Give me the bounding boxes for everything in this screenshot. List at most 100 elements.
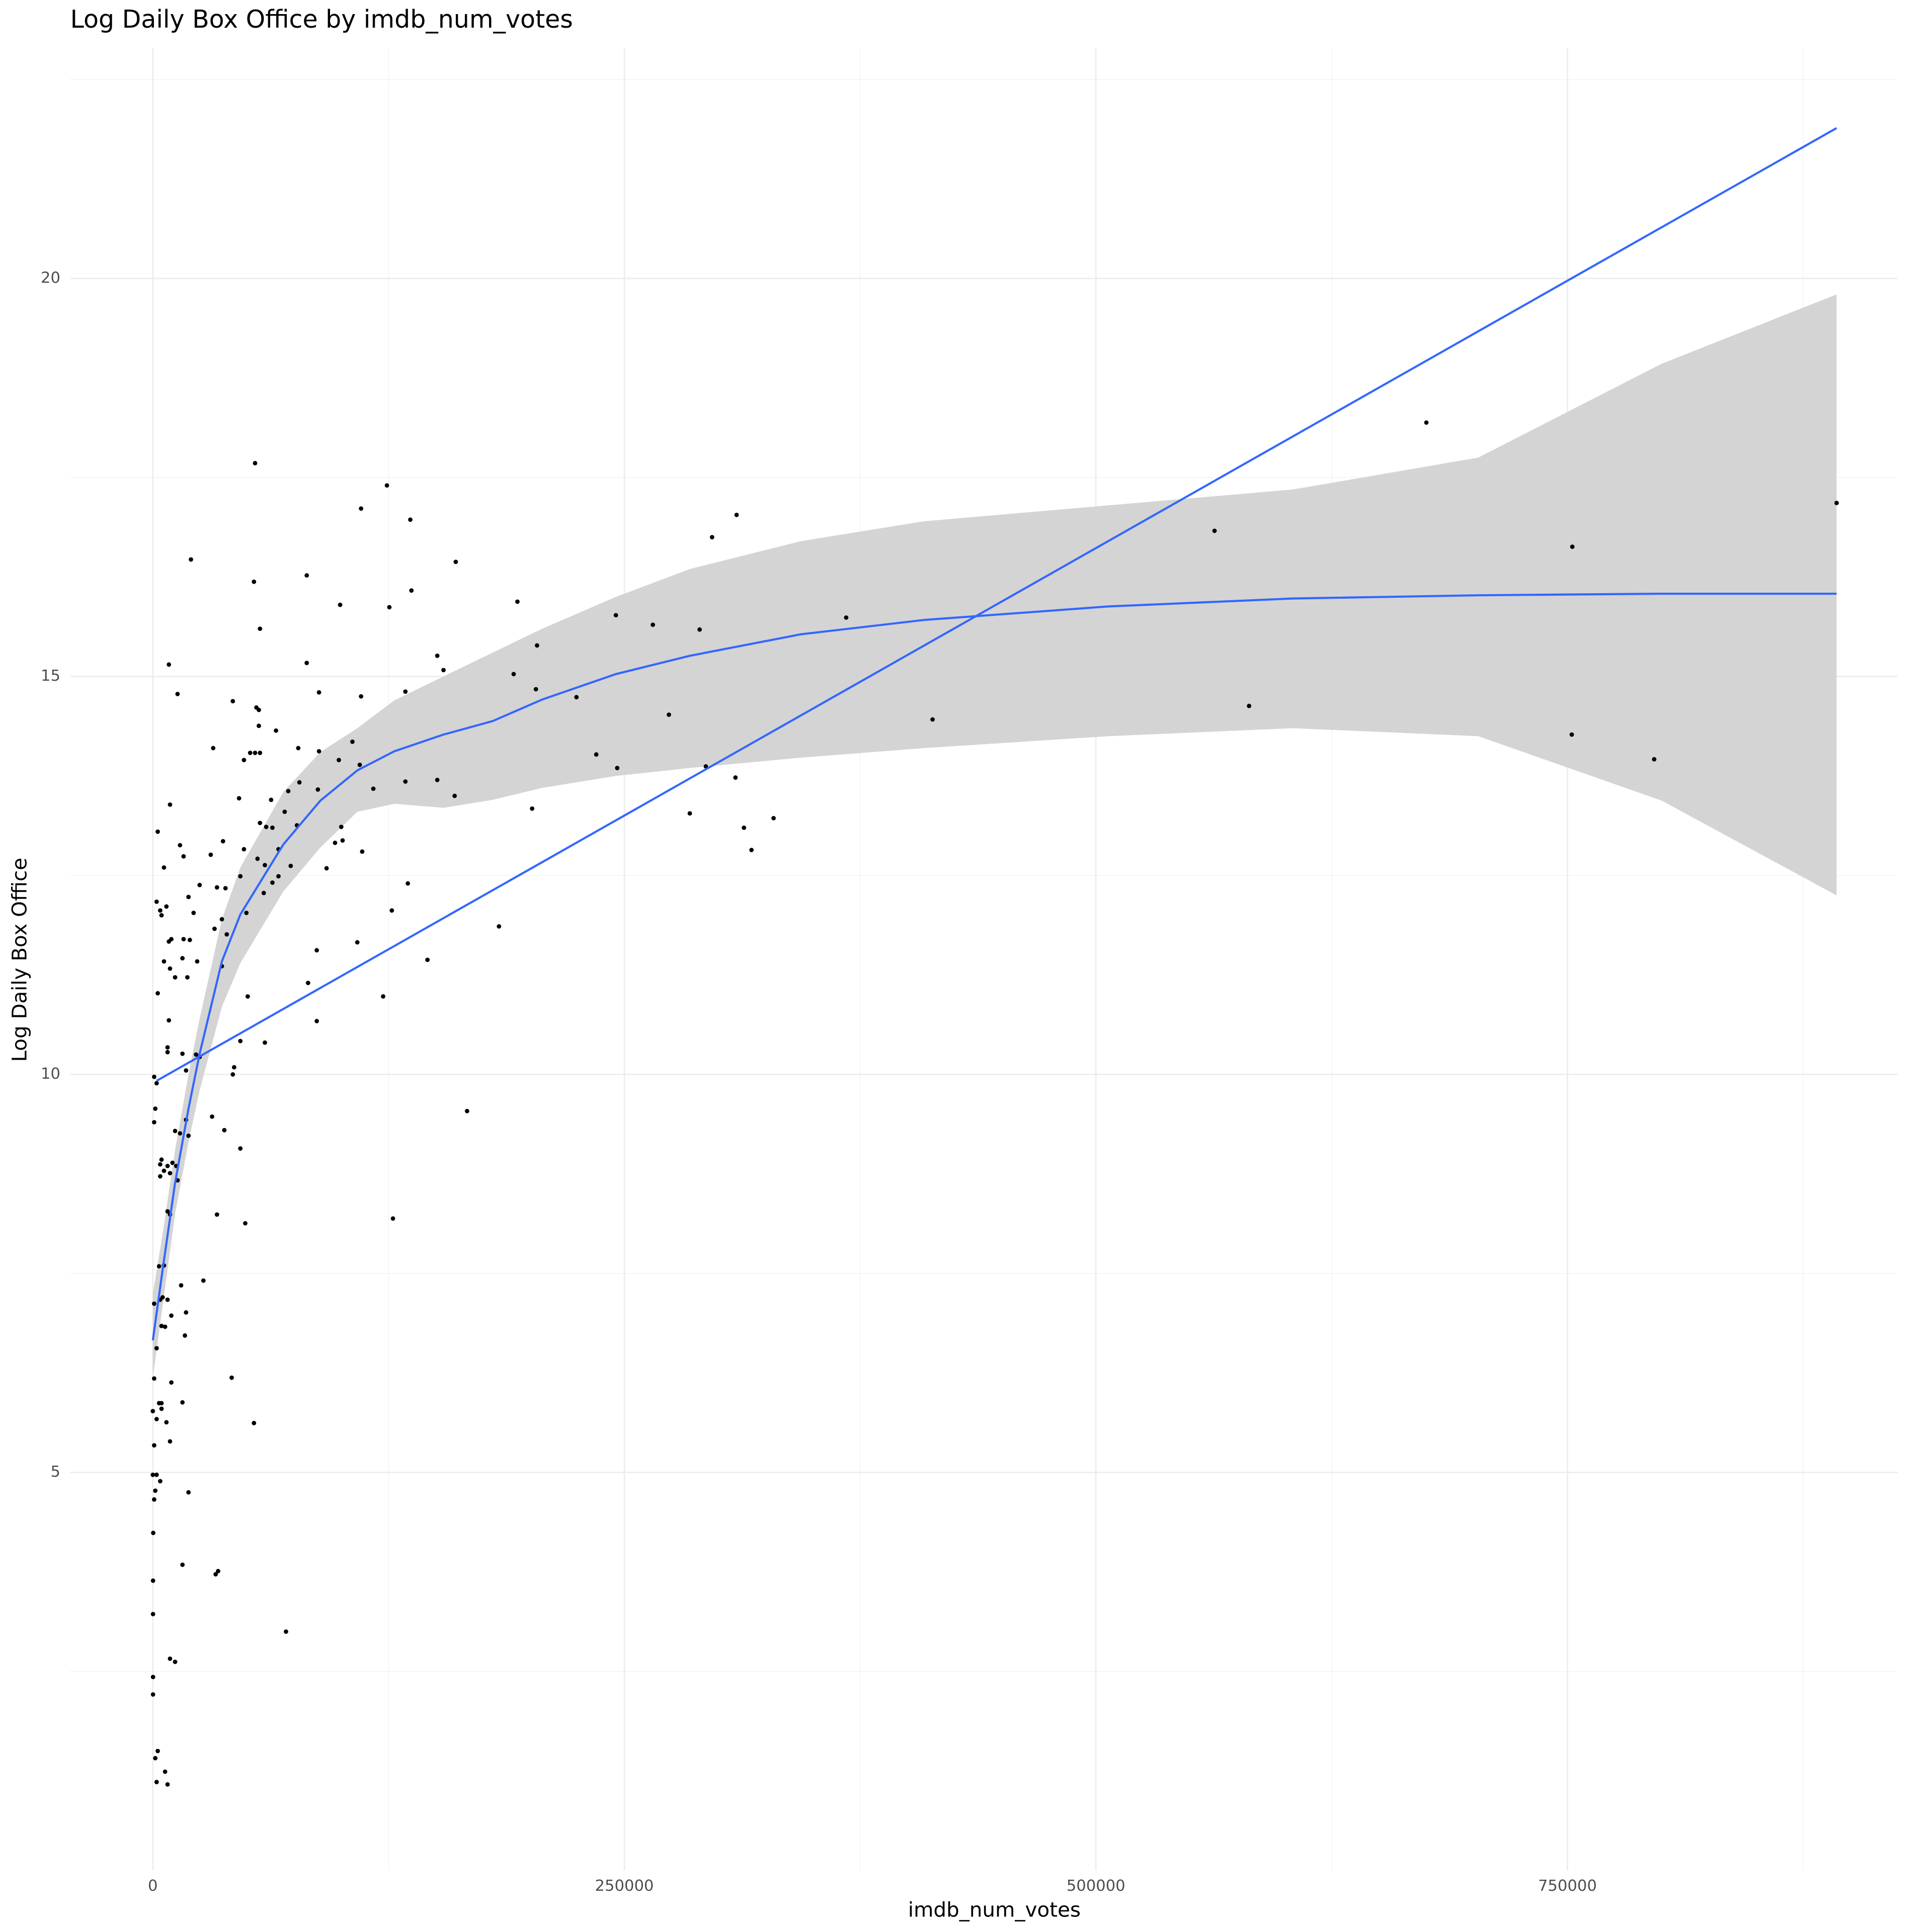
point — [1570, 544, 1575, 549]
point — [169, 1313, 174, 1318]
point — [159, 1157, 164, 1162]
point — [169, 1380, 174, 1385]
point — [1569, 732, 1574, 737]
point — [771, 816, 776, 821]
point — [158, 908, 163, 913]
point — [389, 908, 394, 913]
point — [359, 506, 364, 511]
point — [304, 661, 309, 666]
point — [464, 1108, 469, 1113]
point — [156, 1401, 162, 1406]
point — [152, 1443, 156, 1448]
point — [615, 766, 620, 770]
point — [154, 1081, 159, 1086]
point — [371, 786, 376, 791]
point — [408, 517, 413, 522]
point — [222, 1128, 227, 1133]
point — [186, 895, 191, 900]
point — [159, 1406, 164, 1411]
point — [155, 1748, 160, 1753]
point — [152, 1497, 156, 1502]
point — [175, 691, 180, 696]
point — [697, 627, 702, 632]
point — [224, 932, 229, 937]
point — [350, 739, 355, 744]
point — [511, 672, 516, 677]
point — [168, 966, 173, 971]
point — [315, 787, 320, 792]
point — [709, 535, 714, 540]
point — [355, 940, 360, 945]
y-tick-label: 15 — [41, 667, 60, 685]
point — [180, 956, 185, 960]
point — [167, 662, 172, 667]
point — [533, 687, 538, 692]
point — [1212, 528, 1217, 533]
x-tick-label: 0 — [148, 1877, 157, 1895]
point — [154, 899, 159, 904]
point — [314, 948, 319, 953]
point — [535, 643, 539, 648]
point — [168, 802, 173, 807]
point — [258, 751, 263, 755]
point — [152, 1301, 156, 1306]
point — [195, 959, 200, 964]
point — [159, 1324, 164, 1328]
point — [288, 863, 293, 868]
point — [305, 981, 310, 986]
point — [258, 821, 263, 826]
point — [238, 1146, 243, 1151]
point — [263, 863, 267, 867]
point — [261, 891, 266, 896]
point — [238, 1038, 243, 1043]
point — [185, 975, 190, 980]
point — [158, 1162, 163, 1167]
point — [284, 1629, 288, 1634]
point — [406, 881, 411, 886]
point — [180, 1052, 185, 1056]
point — [435, 777, 440, 782]
point — [574, 695, 579, 700]
point — [453, 559, 458, 565]
point — [435, 654, 440, 658]
point — [252, 579, 257, 584]
point — [173, 1129, 178, 1134]
point — [360, 849, 365, 854]
point — [270, 825, 275, 830]
point — [530, 806, 535, 811]
point — [180, 1562, 185, 1567]
point — [274, 728, 278, 733]
point — [357, 762, 362, 767]
point — [264, 825, 269, 829]
point — [297, 780, 302, 785]
point — [178, 1131, 183, 1136]
point — [181, 937, 186, 942]
point — [153, 1488, 158, 1493]
point — [165, 1050, 170, 1055]
point — [154, 1780, 159, 1785]
point — [337, 758, 341, 763]
point — [220, 839, 225, 844]
point — [339, 825, 344, 829]
point — [258, 626, 263, 631]
point — [168, 1656, 173, 1661]
point — [187, 937, 192, 942]
point — [170, 1160, 175, 1165]
point — [248, 751, 253, 755]
point — [191, 910, 196, 915]
point — [214, 885, 219, 890]
point — [184, 1068, 189, 1073]
point — [164, 904, 169, 909]
point — [158, 1479, 163, 1484]
x-axis-title: imdb_num_votes — [908, 1897, 1081, 1921]
point — [651, 622, 656, 627]
point — [150, 1612, 155, 1617]
y-tick-label: 10 — [41, 1065, 60, 1083]
point — [178, 843, 183, 848]
point — [160, 1295, 165, 1300]
point — [165, 1782, 170, 1787]
point — [270, 880, 275, 885]
point — [150, 1674, 155, 1679]
point — [316, 690, 321, 695]
point — [167, 939, 172, 944]
